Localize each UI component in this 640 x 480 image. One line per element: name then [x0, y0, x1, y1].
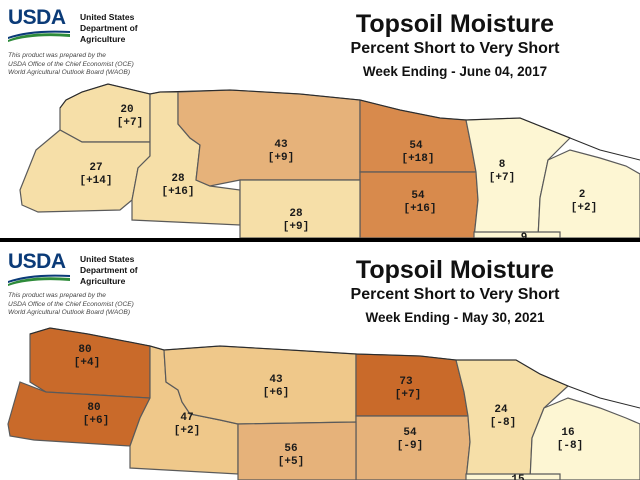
- map-panel-2021: 80 [+4] 80 [+6] 47 [+2] 43 [+6] 73 [+7] …: [0, 242, 640, 480]
- state-WY: [237, 421, 357, 480]
- value-label-WY: 56: [284, 443, 297, 455]
- change-label-ID: [+16]: [161, 186, 194, 198]
- change-label-OR: [+14]: [79, 175, 112, 187]
- value-label-MN: 24: [494, 404, 508, 416]
- change-label-ND: [+7]: [395, 389, 421, 401]
- state-map: 80 [+4] 80 [+6] 47 [+2] 43 [+6] 73 [+7] …: [0, 242, 640, 480]
- change-label-MN: [-8]: [490, 417, 516, 429]
- state-map: 20 [+7] 27 [+14] 28 [+16] 43 [+9] 54 [+1…: [0, 0, 640, 238]
- map-subtitle: Percent Short to Very Short: [350, 40, 560, 57]
- change-label-WI: [-8]: [557, 440, 583, 452]
- value-label-IA: 15: [511, 474, 525, 480]
- change-label-WY: [+9]: [283, 221, 309, 233]
- map-subtitle: Percent Short to Very Short: [350, 286, 560, 303]
- canada-border: [29, 327, 640, 409]
- value-label-SD: 54: [411, 190, 425, 202]
- credit-line: World Agricultural Outlook Board (WAOB): [8, 309, 131, 316]
- change-label-WY: [+5]: [278, 456, 304, 468]
- credit-line: USDA Office of the Chief Economist (OCE): [8, 60, 134, 68]
- credit-text: This product was prepared by the USDA Of…: [8, 292, 238, 318]
- value-label-WY: 28: [289, 208, 303, 220]
- canada-border: [59, 83, 640, 161]
- panel-divider: [0, 238, 640, 242]
- value-label-WA: 80: [78, 344, 91, 356]
- change-label-WI: [+2]: [571, 202, 597, 214]
- usda-wordmark: USDA: [8, 250, 66, 273]
- value-label-ID: 47: [180, 412, 193, 424]
- change-label-ID: [+2]: [174, 425, 200, 437]
- change-label-OR: [+6]: [83, 415, 109, 427]
- value-label-ND: 54: [409, 140, 423, 152]
- state-IA: [465, 473, 561, 480]
- agency-line: Agriculture: [80, 34, 126, 44]
- credit-line: World Agricultural Outlook Board (WAOB): [8, 69, 131, 76]
- agency-line: Department of: [80, 23, 138, 33]
- value-label-SD: 54: [403, 427, 417, 439]
- change-label-ND: [+18]: [401, 153, 434, 165]
- value-label-OR: 27: [89, 162, 102, 174]
- usda-logo: USDA: [8, 6, 70, 42]
- agency-line: United States: [80, 12, 135, 22]
- title-block: Topsoil Moisture Percent Short to Very S…: [290, 10, 620, 81]
- usda-wordmark: USDA: [8, 6, 66, 29]
- map-panel-2017: 20 [+7] 27 [+14] 28 [+16] 43 [+9] 54 [+1…: [0, 0, 640, 238]
- change-label-SD: [+16]: [403, 203, 436, 215]
- value-label-MT: 43: [274, 139, 288, 151]
- state-MT: [177, 89, 361, 187]
- change-label-MT: [+9]: [268, 152, 294, 164]
- credit-line: USDA Office of the Chief Economist (OCE): [8, 300, 134, 308]
- usda-logo: USDA: [8, 250, 70, 286]
- value-label-OR: 80: [87, 402, 100, 414]
- agency-line: United States: [80, 254, 135, 264]
- state-IA: [473, 231, 561, 238]
- map-title: Topsoil Moisture: [355, 256, 555, 284]
- value-label-ND: 73: [399, 376, 413, 388]
- title-block: Topsoil Moisture Percent Short to Very S…: [290, 256, 620, 327]
- change-label-WA: [+4]: [74, 357, 100, 369]
- credit-line: This product was prepared by the: [8, 292, 106, 299]
- value-label-IA: 9: [521, 232, 528, 238]
- usda-swoosh-icon: [8, 274, 70, 286]
- agency-name: United States Department of Agriculture: [80, 254, 138, 287]
- change-label-MN: [+7]: [489, 172, 515, 184]
- agency-line: Department of: [80, 265, 138, 275]
- value-label-MN: 8: [499, 159, 506, 171]
- change-label-SD: [-9]: [397, 440, 423, 452]
- value-label-WI: 2: [579, 189, 586, 201]
- map-title: Topsoil Moisture: [355, 10, 555, 38]
- state-WY: [239, 179, 361, 238]
- value-label-WI: 16: [561, 427, 574, 439]
- value-label-ID: 28: [171, 173, 185, 185]
- agency-line: Agriculture: [80, 276, 126, 286]
- credit-text: This product was prepared by the USDA Of…: [8, 52, 238, 78]
- agency-name: United States Department of Agriculture: [80, 12, 138, 45]
- state-WI: [529, 397, 640, 480]
- change-label-MT: [+6]: [263, 387, 289, 399]
- change-label-WA: [+7]: [117, 117, 143, 129]
- week-ending-label: Week Ending - June 04, 2017: [362, 64, 548, 79]
- value-label-MT: 43: [269, 374, 283, 386]
- value-label-WA: 20: [120, 104, 133, 116]
- credit-line: This product was prepared by the: [8, 52, 106, 59]
- week-ending-label: Week Ending - May 30, 2021: [365, 310, 545, 325]
- usda-swoosh-icon: [8, 30, 70, 42]
- state-WI: [537, 149, 640, 238]
